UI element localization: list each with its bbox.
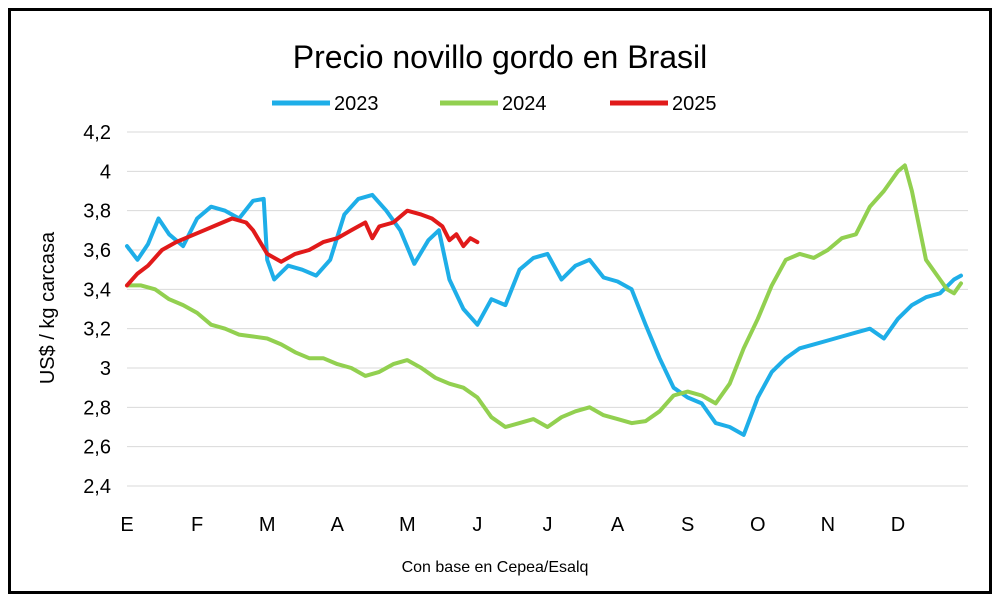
x-tick-label: O bbox=[750, 514, 766, 536]
y-tick-label: 2,8 bbox=[83, 397, 111, 419]
legend: 2023 2024 2025 bbox=[272, 93, 717, 115]
gridlines bbox=[127, 131, 968, 487]
source-caption: Con base en Cepea/Esalq bbox=[402, 559, 589, 576]
x-tick-label: E bbox=[120, 514, 133, 536]
y-tick-label: 3,8 bbox=[83, 201, 111, 223]
x-tick-label: F bbox=[191, 514, 203, 536]
y-axis-label: US$ / kg carcasa bbox=[37, 231, 59, 384]
legend-label-2025: 2025 bbox=[672, 93, 717, 115]
x-tick-label: A bbox=[611, 514, 625, 536]
x-tick-label: M bbox=[399, 514, 416, 536]
series-line-2024 bbox=[125, 163, 963, 429]
y-tick-label: 2,6 bbox=[83, 437, 111, 459]
y-tick-label: 4 bbox=[100, 161, 111, 183]
x-tick-label: J bbox=[543, 514, 553, 536]
x-tick-label: N bbox=[821, 514, 835, 536]
legend-label-2024: 2024 bbox=[502, 93, 547, 115]
x-tick-label: M bbox=[259, 514, 276, 536]
y-tick-label: 3,6 bbox=[83, 240, 111, 262]
y-tick-label: 2,4 bbox=[83, 476, 111, 498]
y-tick-label: 4,2 bbox=[83, 122, 111, 144]
series-line-2023 bbox=[125, 192, 963, 437]
x-tick-label: S bbox=[681, 514, 694, 536]
x-tick-label: A bbox=[331, 514, 345, 536]
legend-label-2023: 2023 bbox=[334, 93, 379, 115]
series-line-2025 bbox=[125, 208, 480, 288]
x-tick-label: D bbox=[891, 514, 905, 536]
y-tick-label: 3 bbox=[100, 358, 111, 380]
series-lines bbox=[125, 163, 963, 437]
y-tick-label: 3,2 bbox=[83, 319, 111, 341]
y-axis-ticks: 2,4 2,6 2,8 3 3,2 3,4 3,6 3,8 4 4,2 bbox=[83, 122, 111, 498]
y-tick-label: 3,4 bbox=[83, 279, 111, 301]
chart-title: Precio novillo gordo en Brasil bbox=[293, 39, 707, 75]
x-tick-label: J bbox=[472, 514, 482, 536]
